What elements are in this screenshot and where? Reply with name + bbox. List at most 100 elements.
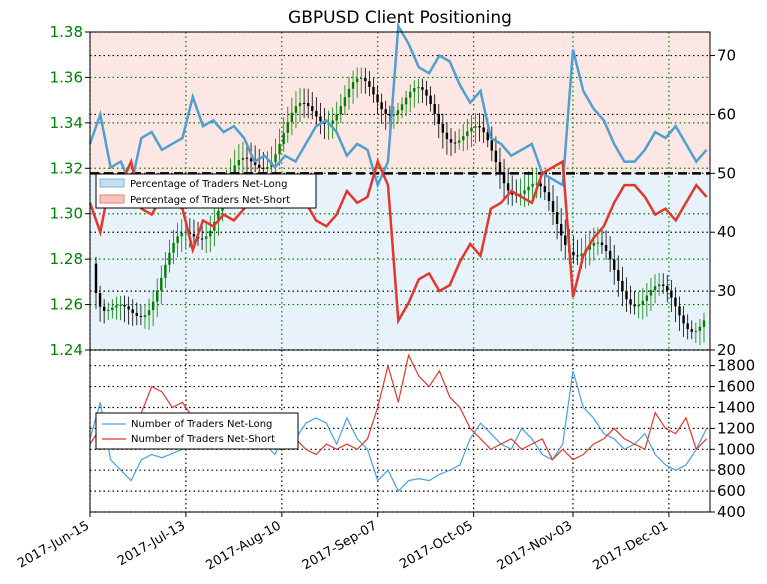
short-band — [470, 32, 481, 174]
candle-body — [241, 157, 245, 160]
candle-body — [147, 310, 151, 316]
long-band — [264, 173, 276, 350]
candle-body — [404, 97, 408, 105]
short-band — [244, 32, 255, 174]
candle-body — [523, 190, 526, 194]
long-band — [172, 173, 183, 350]
short-band — [203, 32, 214, 174]
candle-body — [425, 89, 428, 96]
short-band — [367, 32, 379, 174]
candle-body — [347, 88, 351, 98]
candle-body — [156, 290, 159, 302]
candle-body — [364, 78, 367, 82]
candle-body — [388, 113, 391, 116]
long-band — [480, 173, 492, 350]
long-band — [254, 173, 266, 350]
long-band — [675, 173, 687, 350]
candle-body — [294, 106, 298, 113]
candle-body — [690, 329, 693, 332]
candle-body — [547, 192, 551, 202]
candle-body — [319, 116, 322, 122]
short-band — [552, 32, 564, 174]
candle-body — [674, 297, 677, 307]
long-band — [542, 173, 553, 350]
candle-body — [119, 304, 122, 306]
long-band — [665, 173, 677, 350]
long-band — [603, 173, 615, 350]
date-tick-label: 2017-Nov-03 — [495, 518, 575, 573]
candle-body — [123, 304, 126, 307]
candle-body — [290, 112, 294, 123]
short-band — [501, 32, 512, 174]
short-band — [233, 32, 245, 174]
percent-legend: Percentage of Traders Net-Long Percentag… — [95, 173, 317, 209]
date-tick-label: 2017-Sep-07 — [300, 518, 380, 573]
price-tick-label: 1.26 — [50, 296, 83, 314]
short-band — [655, 32, 666, 174]
candle-body — [462, 136, 465, 141]
candle-body — [282, 132, 285, 145]
candle-body — [111, 307, 114, 311]
candle-body — [600, 242, 604, 246]
candle-body — [527, 186, 530, 191]
count-tick-label: 800 — [717, 461, 746, 479]
short-band — [675, 32, 687, 174]
short-band — [264, 32, 276, 174]
date-tick-label: 2017-Jul-13 — [115, 518, 188, 569]
long-band — [644, 173, 656, 350]
candle-body — [380, 102, 383, 110]
long-band — [151, 173, 163, 350]
short-band — [480, 32, 492, 174]
long-band — [696, 173, 708, 350]
candle-body — [494, 150, 498, 163]
candle-body — [237, 159, 241, 166]
short-band — [274, 32, 286, 174]
date-tick-label: 2017-Oct-05 — [397, 518, 475, 572]
candle-body — [486, 132, 489, 141]
percent-tick-label: 70 — [717, 47, 736, 65]
short-band — [120, 32, 132, 174]
short-band — [449, 32, 461, 174]
legend-net-long-label: Percentage of Traders Net-Long — [130, 179, 288, 190]
candle-body — [592, 242, 596, 246]
candle-body — [490, 140, 494, 151]
candle-body — [564, 235, 567, 246]
candle-body — [311, 106, 314, 112]
candle-body — [653, 286, 657, 291]
percent-tick-label: 50 — [717, 164, 736, 182]
short-band — [192, 32, 204, 174]
count-legend: Number of Traders Net-Long Number of Tra… — [95, 412, 299, 450]
candle-body — [666, 285, 669, 291]
count-tick-label: 1400 — [717, 398, 755, 416]
short-band — [439, 32, 451, 174]
candle-body — [670, 290, 673, 298]
short-band — [706, 32, 711, 174]
long-band — [120, 173, 132, 350]
short-band — [100, 32, 112, 174]
long-band — [511, 173, 523, 350]
candle-body — [539, 183, 542, 187]
candle-body — [298, 102, 302, 107]
candle-body — [274, 154, 277, 163]
candle-body — [184, 232, 187, 234]
short-band — [357, 32, 368, 174]
short-band — [90, 32, 101, 174]
long-band — [686, 173, 697, 350]
long-band — [449, 173, 461, 350]
candle-body — [441, 123, 445, 133]
candle-body — [551, 201, 555, 213]
long-band — [706, 173, 711, 350]
candle-body — [543, 186, 547, 193]
short-band — [531, 32, 543, 174]
candle-body — [266, 167, 269, 169]
long-band — [408, 173, 420, 350]
candle-body — [286, 122, 289, 133]
short-band — [346, 32, 358, 174]
short-band — [398, 32, 410, 174]
candle-body — [368, 81, 371, 87]
short-band — [542, 32, 553, 174]
long-band — [244, 173, 255, 350]
candle-body — [249, 158, 253, 162]
count-panel-frame — [89, 349, 711, 513]
